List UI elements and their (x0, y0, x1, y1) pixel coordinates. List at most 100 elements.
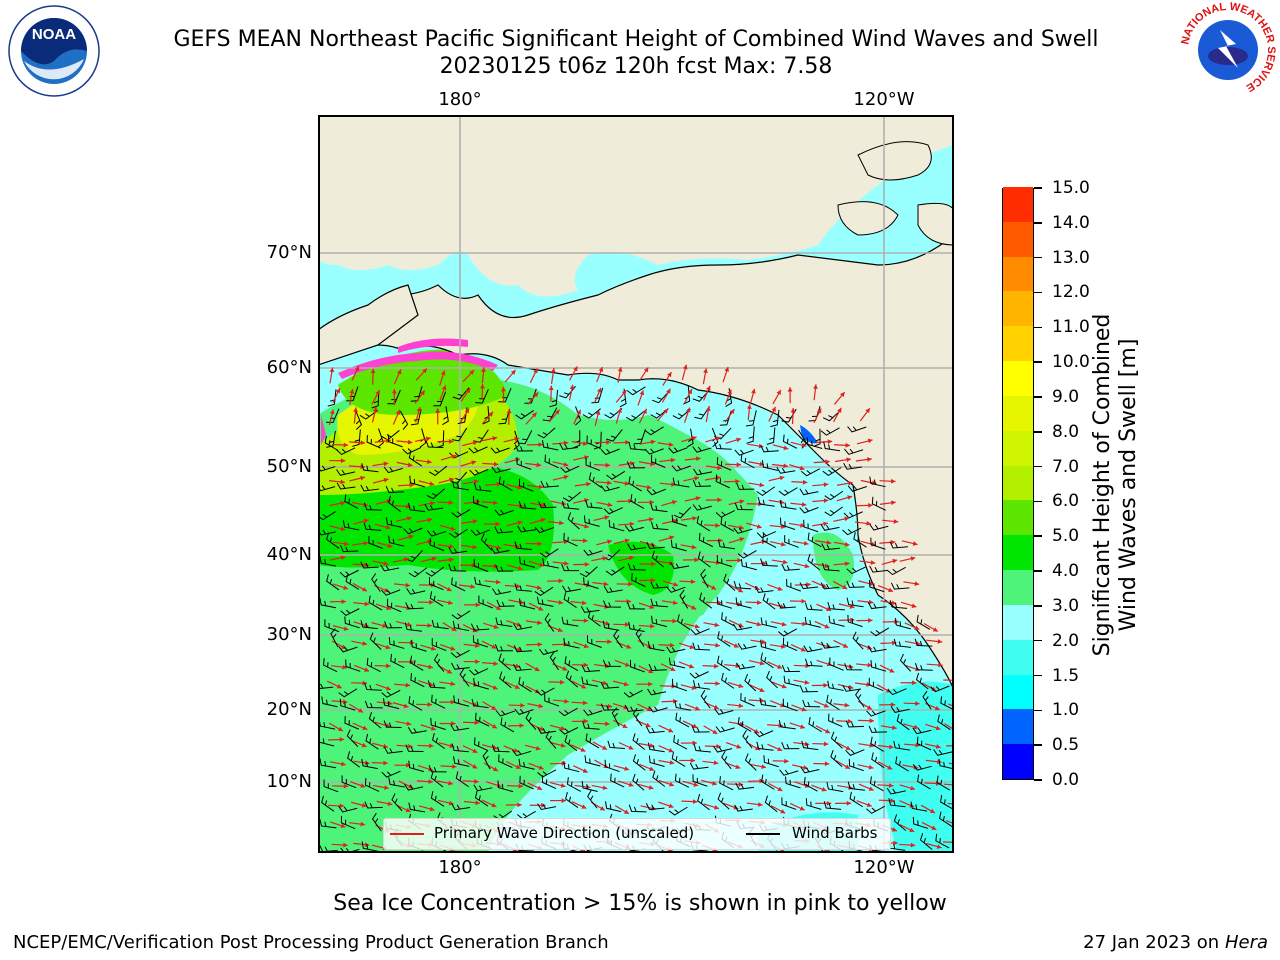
wind-barb (820, 427, 840, 436)
wind-barb (339, 698, 356, 711)
wind-barb (744, 674, 757, 692)
land-kamchatka (318, 284, 419, 366)
colorbar-tick-label: 11.0 (1052, 317, 1090, 338)
wave-direction-arrowhead (937, 639, 943, 644)
wind-barb (721, 672, 735, 689)
wave-direction-arrowhead (540, 518, 546, 523)
wind-barb (544, 454, 559, 469)
wave-direction-arrowhead (762, 561, 767, 566)
wind-barb (497, 780, 514, 793)
colorbar-tick (1034, 465, 1042, 468)
wind-barb (782, 434, 798, 449)
wave-direction-arrowhead (557, 627, 563, 633)
wave-direction-arrowhead (602, 556, 608, 561)
colorbar-segment (1003, 395, 1033, 431)
wave-direction-arrowhead (777, 746, 783, 752)
wind-barb (652, 391, 670, 404)
wave-direction-arrowhead (604, 515, 610, 520)
wave-direction-arrowhead (827, 439, 833, 445)
wave-direction-arrowhead (867, 457, 872, 462)
legend-wave-direction: Primary Wave Direction (unscaled) (434, 824, 695, 842)
wave-direction-arrowhead (739, 537, 745, 542)
wave-direction-arrowhead (624, 662, 630, 667)
wave-direction-arrowhead (687, 389, 692, 395)
wave-direction-arrowhead (935, 725, 941, 731)
wave-direction-arrowhead (910, 842, 916, 848)
wave-direction-arrowhead (448, 500, 454, 506)
wave-direction-arrowhead (427, 623, 432, 628)
wind-barb (746, 426, 755, 444)
wind-barb (563, 761, 580, 773)
wave-direction-arrowhead (515, 457, 521, 463)
wind-barb (472, 635, 489, 648)
wind-barb (455, 771, 469, 788)
wind-barb (585, 733, 600, 749)
wind-barb (564, 656, 579, 672)
wind-barb (842, 527, 862, 536)
wind-barb (387, 434, 403, 448)
wave-direction-arrowhead (663, 408, 668, 414)
wind-barb (723, 573, 736, 591)
wind-barb (869, 476, 886, 488)
colorbar-tick (1034, 779, 1042, 781)
wind-barb (369, 632, 382, 650)
wind-barb (451, 427, 468, 442)
wave-direction-arrowhead (711, 780, 717, 786)
colorbar-segment (1003, 499, 1033, 536)
wind-barb (514, 708, 534, 715)
wave-direction-arrowhead (910, 785, 916, 791)
wind-barb (677, 614, 691, 630)
wind-barb (742, 730, 753, 749)
wind-barb (632, 773, 645, 791)
wind-barb (648, 663, 667, 672)
wind-barb (852, 631, 864, 650)
wind-barb (734, 449, 754, 456)
wind-barb (757, 497, 775, 507)
wind-barb (692, 504, 712, 511)
wave-direction-arrowhead (514, 684, 520, 689)
wind-barb (673, 506, 692, 519)
wind-barb (518, 676, 532, 693)
wind-barb (513, 623, 533, 631)
wave-direction-arrowhead (910, 556, 916, 562)
lon-label-180-top: 180° (438, 89, 482, 110)
wave-direction-arrowhead (695, 456, 701, 462)
wind-barb (804, 602, 823, 611)
wind-barb (451, 743, 470, 753)
wave-direction-arrowhead (563, 462, 569, 467)
wave-direction-arrowhead (449, 477, 454, 483)
wind-barb (785, 776, 801, 789)
wave-direction-arrowhead (691, 605, 697, 610)
wave-direction-arrowhead (934, 705, 940, 711)
wind-barb (361, 463, 379, 473)
colorbar-tick-label: 10.0 (1052, 352, 1090, 373)
wind-barb (360, 620, 378, 630)
wind-barb (716, 555, 733, 568)
wave-direction-arrowhead (801, 598, 806, 604)
swell-3-4m-central (568, 427, 753, 635)
wave-direction-arrowhead (668, 442, 674, 447)
wind-barb (624, 525, 644, 532)
wind-barb (740, 558, 757, 571)
wave-direction-arrowhead (868, 764, 874, 770)
wind-barb (871, 496, 887, 511)
wind-barb (646, 726, 665, 734)
wave-direction-arrowhead (690, 579, 696, 585)
wave-direction-arrowhead (759, 482, 765, 488)
wave-direction-arrowhead (440, 370, 446, 376)
wave-direction-arrowhead (727, 389, 732, 395)
wind-barb (494, 509, 514, 516)
wind-barb (912, 727, 932, 735)
wind-barb (583, 549, 603, 556)
wave-direction-arrowhead (935, 744, 941, 749)
wave-direction-arrowhead (531, 412, 537, 418)
wind-barb (719, 776, 734, 791)
wind-barb (828, 713, 843, 728)
wave-direction-arrowhead (429, 481, 435, 487)
wave-direction-arrowhead (560, 725, 566, 731)
wind-barb (692, 774, 708, 787)
sea-ice-note: Sea Ice Concentration > 15% is shown in … (333, 891, 947, 916)
wind-barb (870, 660, 887, 672)
wind-barb (323, 658, 338, 673)
wind-barb (699, 592, 713, 609)
